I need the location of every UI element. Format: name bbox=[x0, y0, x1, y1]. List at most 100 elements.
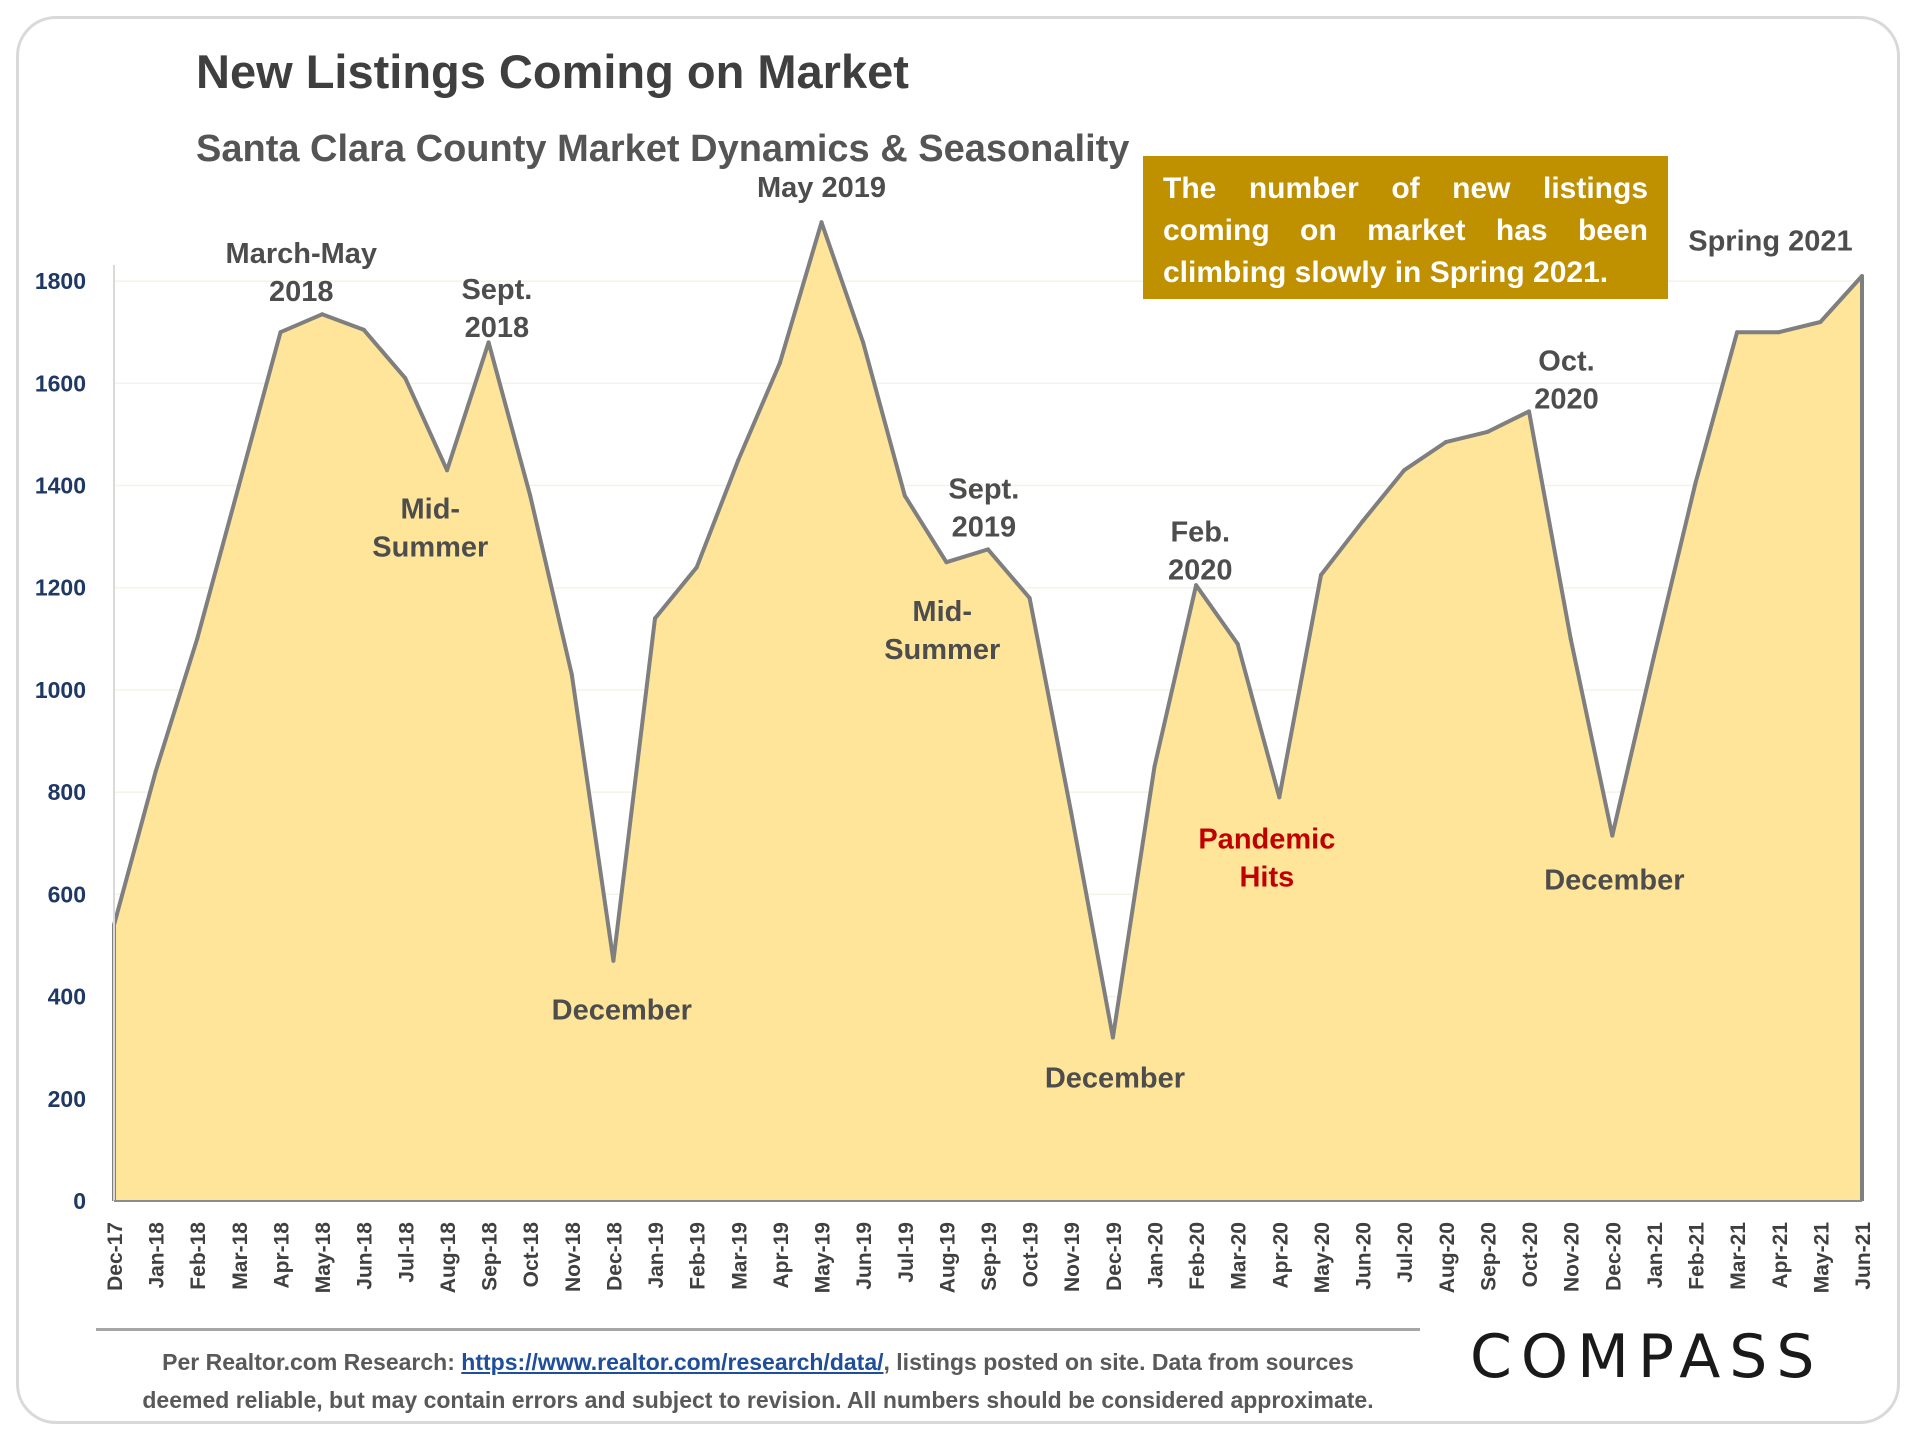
annotation-line: December bbox=[1045, 1063, 1185, 1095]
source-link[interactable]: https://www.realtor.com/research/data/ bbox=[461, 1349, 884, 1375]
annotation-label: Spring 2021 bbox=[1688, 225, 1852, 257]
data-point bbox=[944, 560, 949, 565]
x-tick-label: Aug-19 bbox=[936, 1222, 959, 1293]
x-tick-label: Feb-21 bbox=[1686, 1222, 1709, 1290]
y-tick-label: 1200 bbox=[35, 575, 86, 601]
data-point bbox=[1776, 330, 1781, 335]
data-point bbox=[1277, 795, 1282, 800]
annotation-line: 2020 bbox=[1534, 384, 1599, 416]
annotation-label: Mid- Summer bbox=[884, 596, 1000, 666]
x-tick-label: Dec-17 bbox=[104, 1222, 127, 1291]
annotation-label: December bbox=[1045, 1063, 1185, 1095]
x-tick-label: Nov-19 bbox=[1061, 1222, 1084, 1292]
data-point bbox=[611, 958, 616, 963]
x-tick-label: Jan-21 bbox=[1644, 1222, 1667, 1289]
footer-divider bbox=[96, 1328, 1420, 1331]
x-tick-label: Jun-19 bbox=[853, 1222, 876, 1290]
annotation-line: Sept. bbox=[948, 473, 1019, 505]
data-point bbox=[819, 220, 824, 225]
data-point bbox=[1860, 274, 1864, 278]
data-point bbox=[1485, 429, 1490, 434]
x-tick-label: Feb-20 bbox=[1186, 1222, 1209, 1290]
data-point bbox=[777, 360, 782, 365]
x-tick-label: Apr-21 bbox=[1769, 1222, 1792, 1289]
x-tick-label: Feb-19 bbox=[687, 1222, 710, 1290]
chart-title: New Listings Coming on Market bbox=[196, 45, 909, 98]
data-point bbox=[1693, 481, 1698, 485]
x-tick-label: Jan-19 bbox=[645, 1222, 668, 1289]
data-point bbox=[1402, 468, 1407, 473]
y-tick-label: 200 bbox=[48, 1086, 86, 1112]
y-tick-label: 0 bbox=[73, 1188, 86, 1214]
x-tick-label: Jul-19 bbox=[895, 1222, 918, 1283]
x-tick-label: May-21 bbox=[1810, 1222, 1833, 1294]
data-point bbox=[1235, 642, 1240, 646]
x-tick-label: Apr-18 bbox=[270, 1222, 293, 1289]
y-tick-label: 1000 bbox=[35, 677, 86, 703]
annotation-line: 2019 bbox=[952, 511, 1017, 543]
x-tick-label: Mar-18 bbox=[229, 1222, 252, 1290]
data-point bbox=[1818, 320, 1823, 324]
data-point bbox=[1360, 519, 1365, 524]
y-tick-label: 1400 bbox=[35, 473, 86, 499]
footer-prefix: Per Realtor.com Research: bbox=[162, 1349, 455, 1375]
x-tick-label: Jan-20 bbox=[1144, 1222, 1167, 1289]
y-tick-label: 1800 bbox=[35, 268, 86, 294]
annotation-line: 2018 bbox=[269, 276, 334, 308]
data-point bbox=[1568, 636, 1573, 641]
annotations: March-May 2018 Sept. 2018 Mid- Summer December… bbox=[226, 172, 1853, 1095]
annotation-label: March-May 2018 bbox=[226, 238, 378, 308]
data-point bbox=[1443, 440, 1448, 445]
data-point bbox=[236, 483, 241, 488]
annotation-line: March-May bbox=[226, 238, 378, 270]
y-tick-label: 600 bbox=[48, 881, 86, 907]
annotation-line: Hits bbox=[1239, 861, 1294, 893]
data-point bbox=[1110, 1035, 1115, 1040]
x-axis-ticks: Dec-17 Jan-18 Feb-18 Mar-18 Apr-18 May-18 Jun-… bbox=[104, 1222, 1875, 1294]
data-point bbox=[569, 672, 574, 677]
annotation-line: Summer bbox=[372, 532, 488, 564]
x-tick-label: Mar-20 bbox=[1228, 1222, 1251, 1290]
x-tick-label: May-20 bbox=[1311, 1222, 1334, 1293]
x-tick-label: Jun-18 bbox=[354, 1222, 377, 1290]
x-tick-label: Oct-20 bbox=[1519, 1222, 1542, 1287]
data-point bbox=[320, 312, 325, 317]
data-point bbox=[1651, 654, 1656, 659]
annotation-line: December bbox=[552, 995, 692, 1027]
annotation-label: Pandemic Hits bbox=[1198, 823, 1335, 893]
footer-source: Per Realtor.com Research: https://www.re… bbox=[96, 1343, 1420, 1419]
x-tick-label: Aug-18 bbox=[437, 1222, 460, 1293]
x-tick-label: Jun-20 bbox=[1353, 1222, 1376, 1290]
compass-logo: COMPASS bbox=[1470, 1322, 1824, 1392]
x-tick-label: Sep-19 bbox=[978, 1222, 1001, 1291]
data-point bbox=[278, 330, 283, 335]
x-tick-label: Dec-20 bbox=[1602, 1222, 1625, 1291]
data-point bbox=[486, 340, 491, 345]
data-point bbox=[1152, 764, 1157, 769]
annotation-label: December bbox=[1544, 864, 1684, 896]
annotation-line: Oct. bbox=[1538, 346, 1594, 378]
y-tick-label: 1600 bbox=[35, 370, 86, 396]
x-tick-label: Apr-19 bbox=[770, 1222, 793, 1289]
data-point bbox=[1735, 330, 1740, 335]
x-tick-label: Jan-18 bbox=[146, 1222, 169, 1289]
data-point bbox=[1527, 409, 1531, 414]
data-point bbox=[986, 547, 990, 552]
data-point bbox=[1610, 833, 1615, 838]
annotation-line: Spring 2021 bbox=[1688, 225, 1852, 257]
x-tick-label: Sep-18 bbox=[479, 1222, 502, 1291]
data-point bbox=[653, 616, 657, 621]
x-tick-label: Dec-19 bbox=[1103, 1222, 1126, 1291]
callout-box: The number of new listings coming on mar… bbox=[1143, 156, 1668, 299]
annotation-line: 2018 bbox=[465, 312, 530, 344]
y-tick-label: 800 bbox=[48, 779, 86, 805]
data-point bbox=[1194, 583, 1199, 588]
data-point bbox=[528, 493, 533, 498]
annotation-label: Feb. 2020 bbox=[1168, 517, 1233, 587]
data-point bbox=[195, 636, 200, 641]
x-tick-label: Jul-18 bbox=[395, 1222, 418, 1283]
footer-disclaimer: deemed reliable, but may contain errors … bbox=[142, 1387, 1374, 1413]
x-tick-label: Nov-20 bbox=[1561, 1222, 1584, 1292]
footer-suffix: , listings posted on site. Data from sou… bbox=[883, 1349, 1354, 1375]
